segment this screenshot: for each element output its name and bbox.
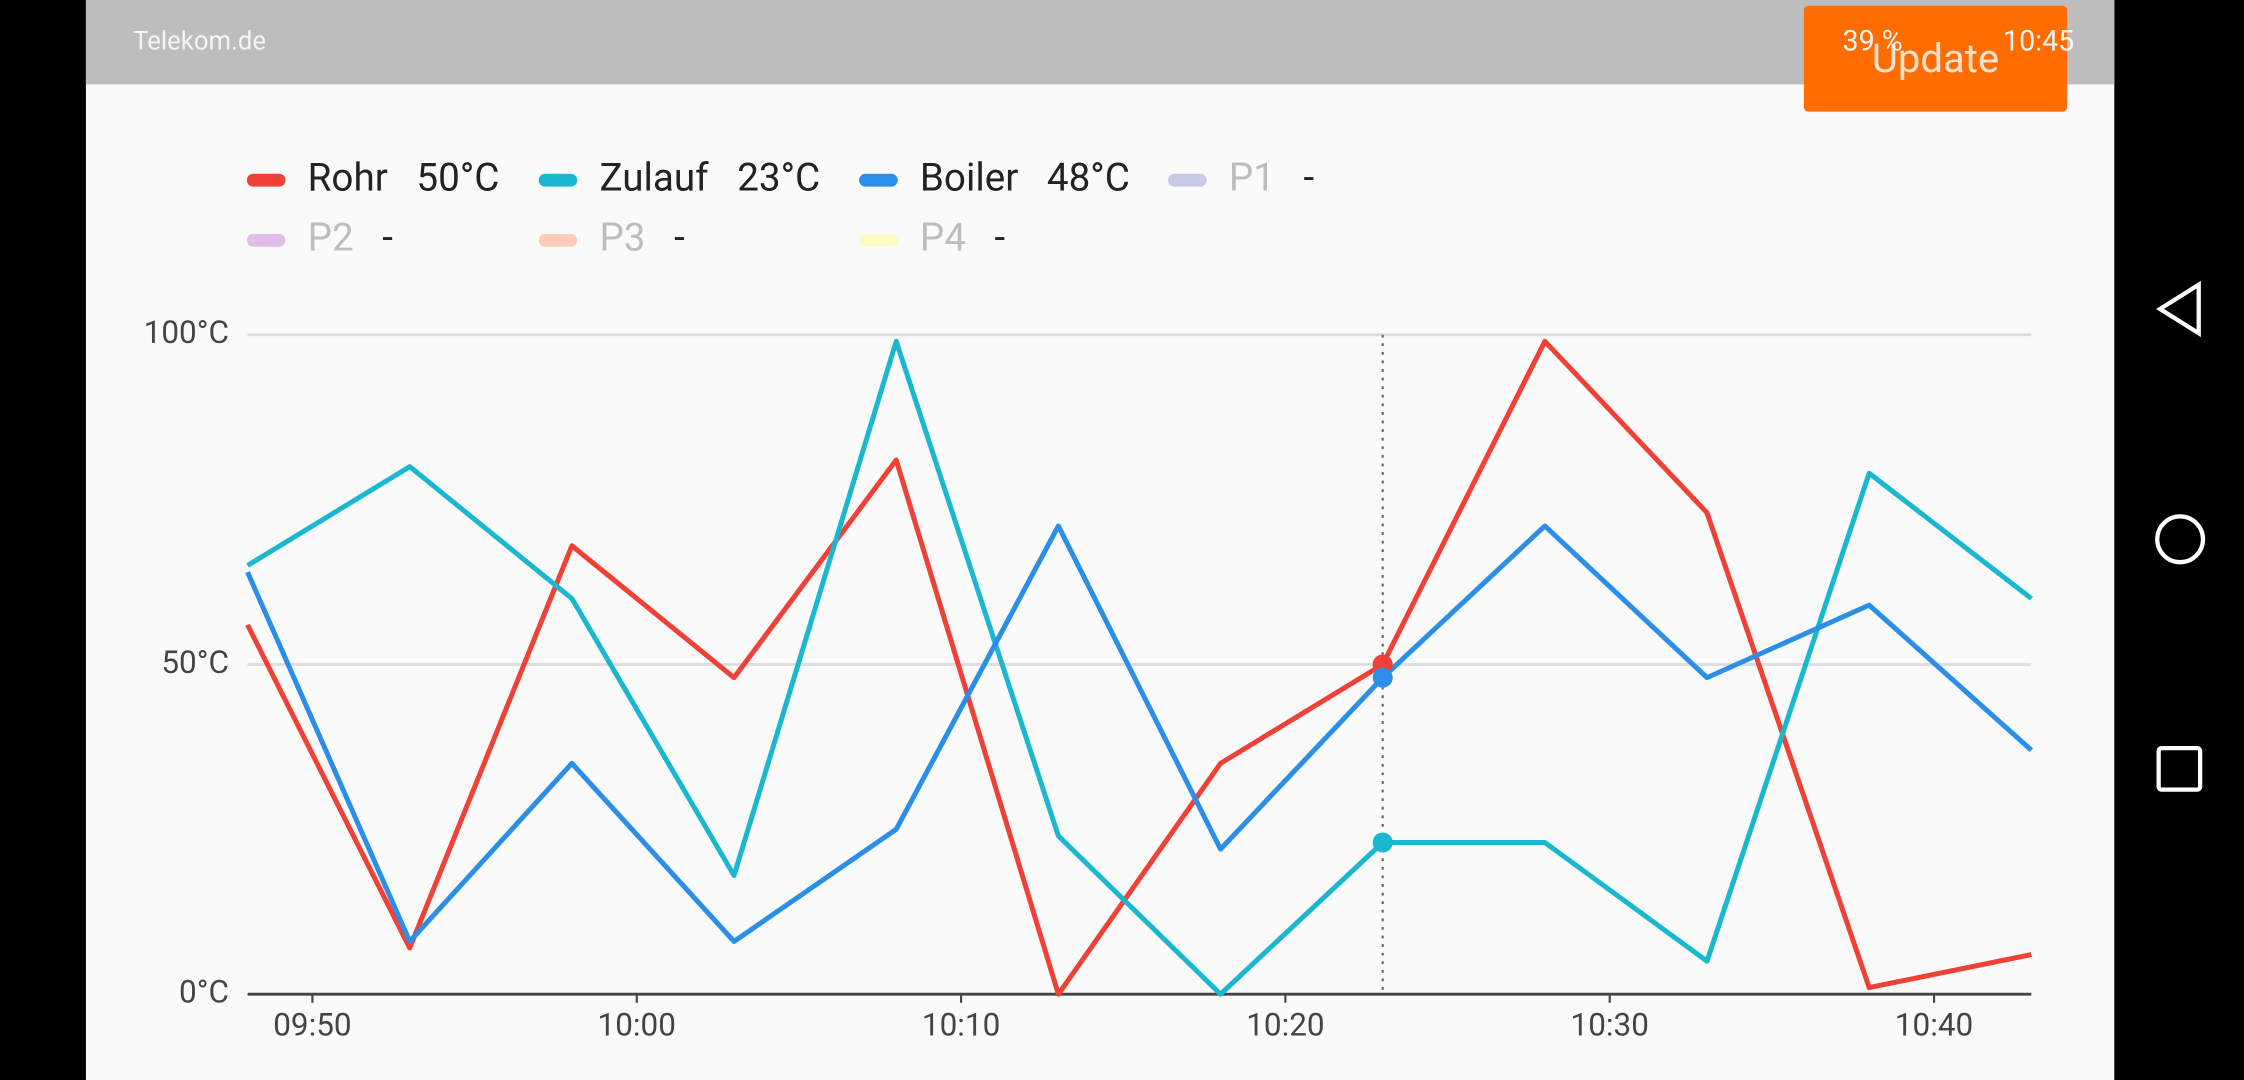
legend-value: - <box>995 216 1006 261</box>
carrier: Telekom.de <box>133 27 266 57</box>
y-tick-label: 50°C <box>161 644 229 681</box>
y-tick-label: 0°C <box>179 973 229 1010</box>
legend-value: 48°C <box>1047 155 1130 200</box>
legend-value: 23°C <box>737 155 820 200</box>
y-tick-label: 100°C <box>144 314 229 351</box>
legend-name[interactable]: P4 <box>920 216 966 261</box>
update-button[interactable] <box>1803 5 2068 112</box>
update-button-label[interactable]: Update <box>1872 35 1999 82</box>
series-line <box>245 338 2032 997</box>
x-tick-label: 10:00 <box>598 1006 676 1043</box>
legend-name[interactable]: Rohr <box>308 155 388 200</box>
legend-name[interactable]: Boiler <box>920 155 1018 200</box>
x-tick-label: 10:20 <box>1246 1006 1324 1043</box>
legend-value: - <box>382 216 393 261</box>
nav-back[interactable] <box>2156 280 2201 338</box>
app-area <box>85 0 2115 1080</box>
nav-recent[interactable] <box>2156 745 2203 792</box>
series-line <box>246 338 2033 997</box>
x-tick-label: 10:10 <box>922 1006 1000 1043</box>
x-tick-label: 09:50 <box>273 1006 351 1043</box>
legend-value: - <box>1304 155 1315 200</box>
legend-name[interactable]: Zulauf <box>599 155 709 200</box>
cursor-dot <box>1372 832 1393 853</box>
legend-name[interactable]: P1 <box>1229 155 1275 200</box>
clock: 10:45 <box>2003 23 2074 57</box>
status-bar <box>85 0 2115 85</box>
x-tick-label: 10:30 <box>1571 1006 1649 1043</box>
x-tick-label: 10:40 <box>1895 1006 1973 1043</box>
legend-name[interactable]: P2 <box>308 216 354 261</box>
legend-name[interactable]: P3 <box>599 216 645 261</box>
series-line <box>245 523 2034 944</box>
legend-value: 50°C <box>416 155 499 200</box>
legend-value: - <box>674 216 685 261</box>
battery: 39 % <box>1843 23 1903 57</box>
nav-home[interactable] <box>2155 514 2206 565</box>
cursor-dot <box>1372 667 1393 688</box>
